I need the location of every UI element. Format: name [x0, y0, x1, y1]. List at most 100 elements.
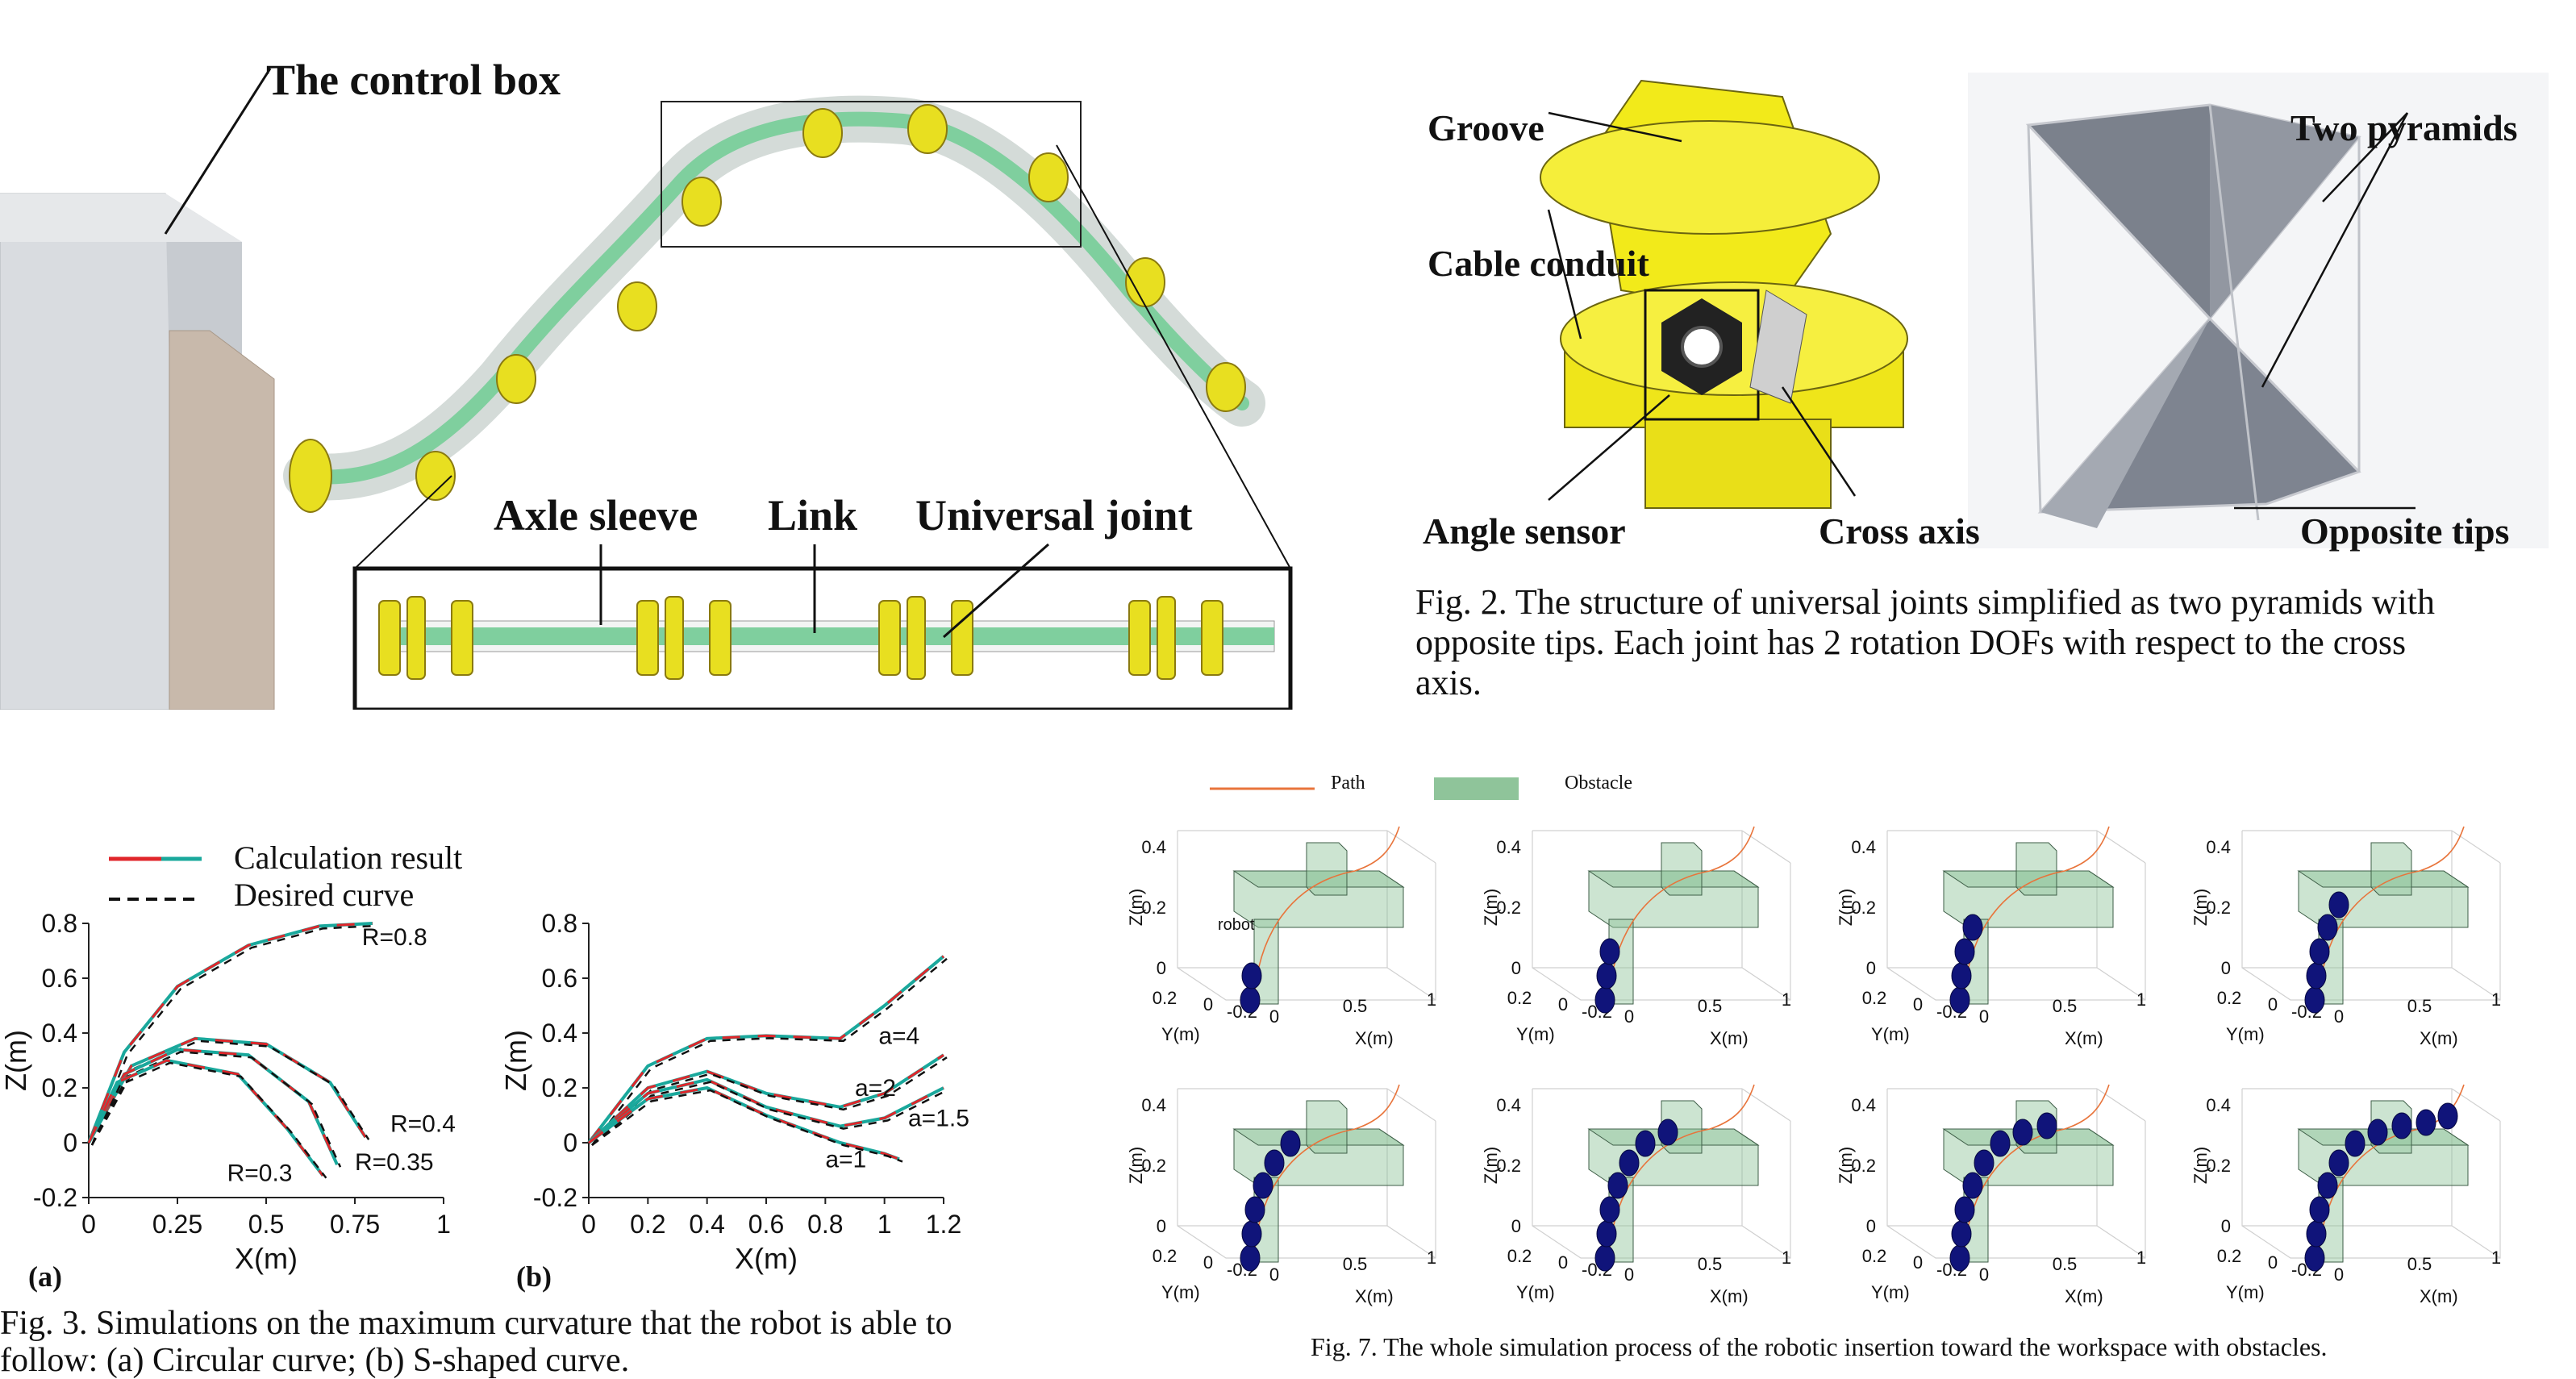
robot-body — [1240, 1130, 1301, 1272]
z-axis-label: Z(m) — [1126, 1147, 1146, 1184]
fig7-legend-path: Path — [1331, 773, 1365, 794]
fig2-leaders — [1547, 111, 2416, 510]
y-axis-label: Y(m) — [2226, 1282, 2265, 1302]
y-tick-label: 0 — [563, 1128, 577, 1157]
x-tick-label: 0.6 — [748, 1210, 784, 1239]
y-tick-label: 0 — [1203, 994, 1213, 1014]
joint-cad — [1540, 79, 1908, 509]
label-axle-sleeve: Axle sleeve — [494, 491, 698, 540]
path-line — [1253, 826, 1400, 1001]
obstacle-shapes — [1232, 842, 1405, 1005]
fig7-subplot: 0.40.20Z(m)0.2 0 -0.2Y(m)00.5 1X(m) — [2190, 1084, 2501, 1306]
y-tick-label: 0.2 — [1862, 988, 1887, 1008]
calc-result-red-segments — [587, 1053, 944, 1144]
y-tick-label: 0 — [63, 1128, 77, 1157]
arm-link — [299, 111, 1249, 485]
z-axis-label: Z(m) — [1481, 1147, 1501, 1184]
x-tick-label: 1 — [1427, 989, 1436, 1010]
z-axis-label: Z(m) — [1836, 1147, 1856, 1184]
calc-result-line — [87, 1058, 324, 1177]
robot-body — [1594, 1119, 1678, 1272]
z-tick-label: 0 — [1157, 958, 1166, 978]
fig3-legend-calc: Calculation result — [234, 839, 463, 876]
x-axis-label: X(m) — [2065, 1286, 2103, 1306]
fig2-caption-line2: opposite tips. Each joint has 2 rotation… — [1415, 623, 2407, 662]
fig3-caption-line2: follow: (a) Circular curve; (b) S-shaped… — [0, 1342, 630, 1379]
y-tick-label: 0.8 — [542, 909, 577, 938]
calc-result-red-segments — [87, 1059, 324, 1177]
axes-frame — [1886, 830, 2146, 1001]
calc-result-red-segments — [587, 955, 944, 1144]
fig2-caption-line3: axis. — [1415, 663, 1482, 702]
curve-label: a=4 — [878, 1023, 919, 1050]
fig7-subplot: 0.40.20Z(m)0.2 0 -0.2Y(m)00.5 1X(m) — [1836, 826, 2146, 1048]
label-opposite-tips: Opposite tips — [2300, 510, 2510, 552]
x-tick-label: 0.25 — [152, 1210, 202, 1239]
curve-label: a=1 — [825, 1147, 866, 1173]
robot-body — [1240, 962, 1262, 1014]
fig3-legend-swatches — [109, 856, 202, 901]
fig7-subplot-grid: 0.4 0.2 0 Z(m) 0.2 0 -0.2 Y(m) 0 0.5 1 X(m) robot 0.4… — [1113, 806, 2565, 1323]
z-axis-label: Z(m) — [2190, 889, 2211, 926]
fig3-panel-b-chart: 0.80.60.40.20-0.20 0.2 0.4 0.6 0.8 1 1.2X(m)Z(… — [500, 909, 969, 1275]
x-tick-label: 0.5 — [248, 1210, 284, 1239]
curve-label: a=2 — [855, 1075, 896, 1102]
x-axis-label: X(m) — [2420, 1286, 2458, 1306]
x-tick-label: 1 — [877, 1210, 892, 1239]
z-tick-label: 0 — [1866, 1216, 1876, 1236]
z-tick-label: 0.4 — [1141, 1095, 1166, 1115]
y-tick-label: 0.2 — [1153, 1246, 1178, 1266]
fig3-tag-b: (b) — [516, 1260, 552, 1293]
fig3-figure: Calculation result Desired curve 0.8 0.6 0… — [0, 823, 1016, 1370]
desired-curve-line — [90, 1051, 342, 1168]
axes-frame — [1177, 1088, 1436, 1259]
inset-joints — [378, 596, 1223, 680]
fig3-legend-desired: Desired curve — [234, 877, 415, 913]
robot-body — [2304, 1102, 2458, 1272]
curve-label: R=0.3 — [227, 1160, 293, 1187]
label-control-box: The control box — [266, 56, 561, 104]
x-tick-label: 1 — [2491, 989, 2501, 1010]
desired-curve-line — [591, 1056, 948, 1146]
x-axis-label: X(m) — [1710, 1028, 1749, 1048]
x-tick-label: 0 — [1624, 1264, 1634, 1285]
x-axis-label: X(m) — [1710, 1286, 1749, 1306]
fig7-subplot: 0.40.20Z(m)0.2 0 -0.2Y(m)00.5 1X(m) — [2190, 826, 2501, 1048]
y-tick-label: 0.2 — [2217, 988, 2242, 1008]
fig1-robot-figure: The control box Axle sleeve Link Univers… — [0, 0, 1307, 712]
z-tick-label: 0 — [1511, 958, 1521, 978]
y-axis-label: Y(m) — [1161, 1282, 1200, 1302]
calc-result-red-segments — [588, 1078, 944, 1144]
z-tick-label: 0.2 — [1496, 1156, 1521, 1176]
x-axis-label: X(m) — [235, 1242, 298, 1275]
x-tick-label: 0 — [1269, 1264, 1279, 1285]
y-tick-label: 0.2 — [1153, 988, 1178, 1008]
robot-body — [2304, 891, 2349, 1014]
control-box-flange — [169, 330, 275, 710]
fig2-caption: Fig. 2. The structure of universal joint… — [1415, 582, 2545, 703]
fig7-figure: Path Obstacle 0.4 0.2 0 Z(m) 0.2 0 -0.2 Y(m) 0 0.… — [1113, 758, 2565, 1370]
x-tick-label: 0 — [1979, 1264, 1989, 1285]
y-axis-label: Z(m) — [0, 1030, 32, 1091]
axes-frame — [2241, 830, 2501, 1001]
y-axis-label: Y(m) — [1516, 1024, 1555, 1044]
x-axis-label: X(m) — [2420, 1028, 2458, 1048]
label-cable-conduit: Cable conduit — [1428, 243, 1649, 284]
z-tick-label: 0.4 — [1496, 1095, 1521, 1115]
robot-body — [1949, 1112, 2057, 1272]
y-axis-label: Y(m) — [1161, 1024, 1200, 1044]
z-tick-label: 0.2 — [1496, 898, 1521, 918]
control-box — [0, 193, 178, 710]
x-tick-label: 0 — [2334, 1006, 2344, 1027]
x-tick-label: 1 — [1782, 989, 1791, 1010]
label-universal-joint: Universal joint — [915, 491, 1193, 540]
x-tick-label: 0 — [581, 1210, 596, 1239]
y-tick-label: 0 — [2268, 994, 2278, 1014]
label-two-pyramids: Two pyramids — [2290, 107, 2518, 148]
x-tick-label: 0.5 — [1698, 1254, 1723, 1274]
fig2-caption-line1: Fig. 2. The structure of universal joint… — [1415, 582, 2436, 622]
x-tick-label: 0 — [2334, 1264, 2344, 1285]
z-axis-label: Z(m) — [1126, 889, 1146, 926]
z-tick-label: 0 — [1866, 958, 1876, 978]
x-tick-label: 1 — [1427, 1248, 1436, 1268]
